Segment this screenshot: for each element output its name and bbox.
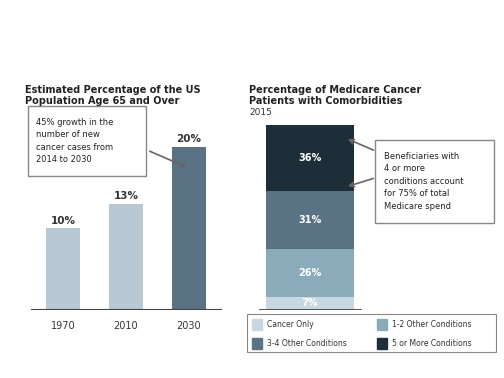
Bar bbox=[46, 228, 80, 310]
Text: 20%: 20% bbox=[176, 134, 202, 144]
Text: Cancer Only: Cancer Only bbox=[267, 320, 313, 329]
Bar bbox=[252, 319, 262, 330]
Text: 4: 4 bbox=[487, 6, 494, 16]
Text: Patients with Comorbidities: Patients with Comorbidities bbox=[249, 96, 403, 106]
Text: 1-2 Other Conditions: 1-2 Other Conditions bbox=[392, 320, 471, 329]
Text: 3-4 Other Conditions: 3-4 Other Conditions bbox=[267, 339, 347, 348]
Text: 1970: 1970 bbox=[51, 321, 75, 331]
Bar bbox=[266, 191, 354, 249]
Bar bbox=[266, 125, 354, 191]
Text: 36%: 36% bbox=[298, 153, 322, 163]
Bar bbox=[266, 297, 354, 310]
Bar bbox=[376, 319, 387, 330]
Text: An Older, More Complex, and More Costly Population: An Older, More Complex, and More Costly … bbox=[15, 34, 453, 49]
Bar bbox=[172, 147, 206, 310]
Text: 2015: 2015 bbox=[249, 108, 272, 117]
Text: 5 or More Conditions: 5 or More Conditions bbox=[392, 339, 471, 348]
Text: Percentage of Medicare Cancer: Percentage of Medicare Cancer bbox=[249, 85, 422, 95]
Text: 2030: 2030 bbox=[177, 321, 201, 331]
Text: 2010: 2010 bbox=[114, 321, 138, 331]
Text: 13%: 13% bbox=[113, 191, 139, 201]
Bar bbox=[266, 249, 354, 297]
Bar bbox=[376, 338, 387, 349]
Text: 31%: 31% bbox=[298, 215, 322, 225]
Text: 26%: 26% bbox=[298, 268, 322, 278]
Text: Estimated Percentage of the US: Estimated Percentage of the US bbox=[25, 85, 201, 95]
Text: Beneficiaries with
4 or more
conditions account
for 75% of total
Medicare spend: Beneficiaries with 4 or more conditions … bbox=[384, 152, 463, 211]
Text: 45% growth in the
number of new
cancer cases from
2014 to 2030: 45% growth in the number of new cancer c… bbox=[36, 118, 113, 164]
Text: Population Age 65 and Over: Population Age 65 and Over bbox=[25, 96, 179, 106]
Bar bbox=[252, 338, 262, 349]
Text: 10%: 10% bbox=[50, 216, 76, 226]
Bar bbox=[109, 204, 143, 310]
Text: 7%: 7% bbox=[302, 299, 318, 308]
